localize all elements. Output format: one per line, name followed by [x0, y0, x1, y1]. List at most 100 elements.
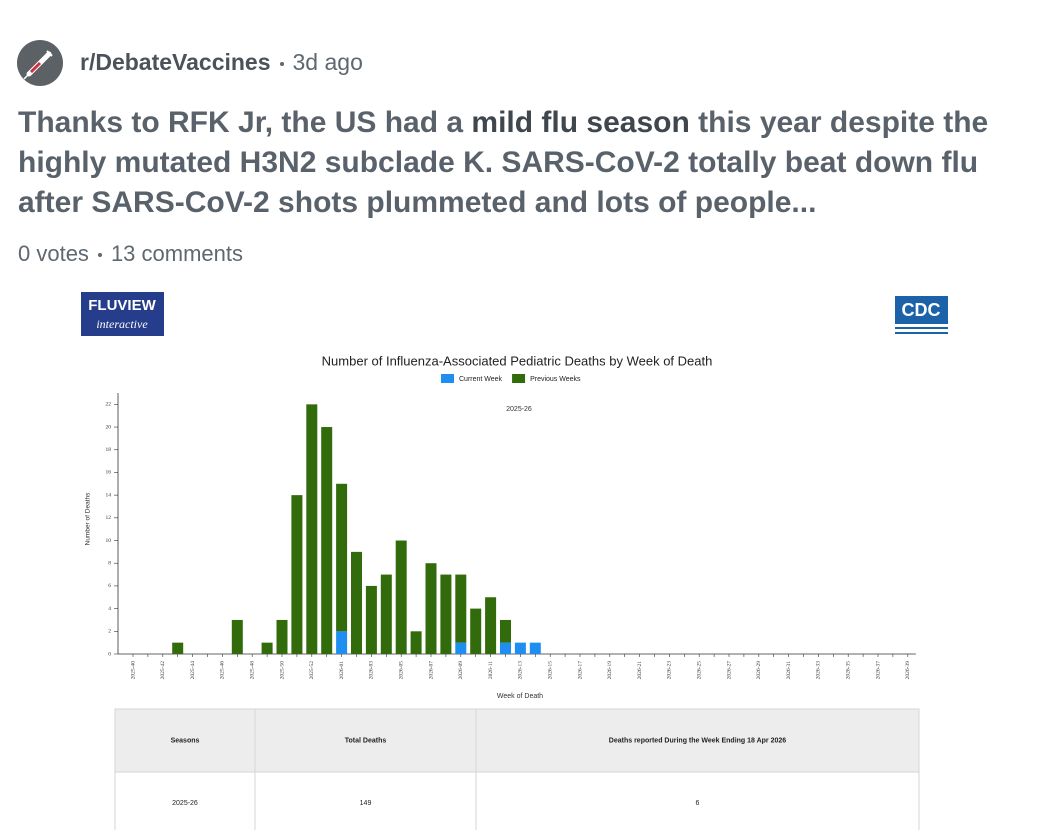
bar-segment [500, 642, 511, 654]
bar-segment [485, 597, 497, 654]
bar-segment [321, 427, 333, 654]
x-tick-label: 2026-25 [696, 661, 702, 680]
y-tick-label: 10 [106, 538, 112, 544]
y-tick-label: 14 [106, 492, 112, 498]
bar-segment [380, 574, 392, 654]
bar-segment [440, 574, 452, 654]
post-header: r/DebateVaccines 3d ago [80, 49, 363, 76]
fluview-logo-subtext: interactive [96, 317, 148, 331]
x-tick-label: 2026-39 [905, 661, 911, 680]
y-tick-label: 22 [106, 402, 112, 408]
table-cell: 149 [360, 800, 372, 807]
x-axis-label: Week of Death [497, 693, 543, 700]
y-tick-label: 0 [108, 651, 111, 657]
x-tick-label: 2026-33 [816, 661, 822, 680]
bar-segment [365, 585, 377, 654]
x-tick-label: 2025-50 [279, 661, 285, 680]
x-tick-label: 2026-17 [577, 661, 583, 680]
post-title[interactable]: Thanks to RFK Jr, the US had a mild flu … [18, 103, 1028, 223]
legend-swatch [441, 374, 454, 383]
fluview-logo-text: FLUVIEW [88, 297, 156, 314]
separator [279, 61, 284, 66]
votes: 0 votes [18, 241, 89, 266]
bar-segment [500, 619, 511, 643]
bar-segment [351, 551, 362, 654]
bar-segment [261, 642, 273, 654]
y-tick-label: 12 [106, 515, 112, 521]
x-tick-label: 2025-48 [249, 661, 255, 680]
x-tick-label: 2025-40 [130, 661, 136, 680]
title-bold: mild flu season [471, 106, 690, 139]
x-tick-label: 2026-11 [488, 661, 494, 679]
bar-segment [470, 608, 482, 654]
legend-label: Previous Weeks [530, 376, 581, 383]
x-tick-label: 2025-44 [190, 661, 196, 680]
y-tick-label: 20 [106, 424, 112, 430]
avatar[interactable] [17, 40, 63, 86]
bar-segment [455, 642, 467, 654]
bar-segment [231, 619, 243, 654]
y-tick-label: 16 [106, 470, 112, 476]
cdc-logo-text: CDC [902, 300, 941, 320]
bar-segment [336, 631, 348, 654]
bar-segment [529, 642, 541, 654]
x-tick-label: 2026-09 [458, 661, 464, 680]
x-tick-label: 2026-03 [369, 661, 375, 680]
bar-segment [276, 619, 288, 654]
x-tick-label: 2025-52 [309, 661, 315, 680]
post-meta: 0 votes 13 comments [18, 241, 243, 267]
x-tick-label: 2025-46 [220, 661, 226, 680]
y-tick-label: 4 [108, 606, 111, 612]
table-header: Seasons [171, 737, 200, 744]
x-tick-label: 2026-23 [667, 661, 673, 680]
table-header: Deaths reported During the Week Ending 1… [609, 737, 786, 744]
chart-title: Number of Influenza-Associated Pediatric… [322, 353, 713, 368]
x-tick-label: 2026-29 [756, 661, 762, 680]
legend-swatch [512, 374, 526, 383]
cdc-logo [895, 296, 948, 324]
cdc-logo-caption [895, 327, 948, 329]
chart-annotation: 2025-26 [506, 406, 532, 413]
x-tick-label: 2026-37 [875, 661, 881, 680]
y-tick-label: 8 [108, 560, 111, 566]
x-tick-label: 2026-21 [637, 661, 643, 680]
separator [97, 253, 102, 258]
bar-segment [425, 563, 437, 654]
bar-segment [514, 642, 526, 654]
x-tick-label: 2026-07 [428, 661, 434, 680]
x-tick-label: 2026-05 [398, 661, 404, 680]
bar-segment [455, 574, 467, 643]
title-text: this year despite the highly mutated H3N… [18, 106, 989, 219]
x-tick-label: 2026-19 [607, 661, 613, 680]
legend-label: Current Week [459, 376, 503, 383]
y-axis-label: Number of Deaths [85, 492, 92, 545]
y-tick-label: 18 [106, 447, 112, 453]
bar-segment [336, 483, 348, 632]
table-cell: 6 [696, 800, 700, 807]
table-header-bg [115, 709, 919, 772]
subreddit[interactable]: r/DebateVaccines [80, 49, 271, 75]
title-text: Thanks to RFK Jr, the US had a [18, 106, 472, 139]
x-tick-label: 2026-15 [547, 661, 553, 680]
bar-segment [306, 404, 318, 654]
comments[interactable]: 13 comments [110, 241, 243, 266]
bar-segment [291, 495, 303, 654]
y-tick-label: 6 [108, 583, 111, 589]
x-tick-label: 2026-13 [518, 661, 524, 680]
bar-segment [410, 631, 422, 654]
y-tick-label: 2 [108, 629, 111, 635]
x-tick-label: 2025-42 [160, 661, 166, 680]
x-tick-label: 2026-01 [339, 661, 345, 680]
syringe-needle [23, 73, 30, 80]
table-header: Total Deaths [345, 737, 387, 744]
cdc-logo-caption [895, 332, 948, 334]
post-age: 3d ago [292, 49, 363, 75]
syringe-plunger [46, 50, 53, 57]
bar-segment [172, 642, 184, 654]
data-table: Seasons Total Deaths Deaths reported Durin… [114, 708, 920, 830]
table-cell: 2025-26 [172, 800, 198, 807]
syringe-fill [29, 61, 42, 74]
x-tick-label: 2026-35 [845, 661, 851, 680]
